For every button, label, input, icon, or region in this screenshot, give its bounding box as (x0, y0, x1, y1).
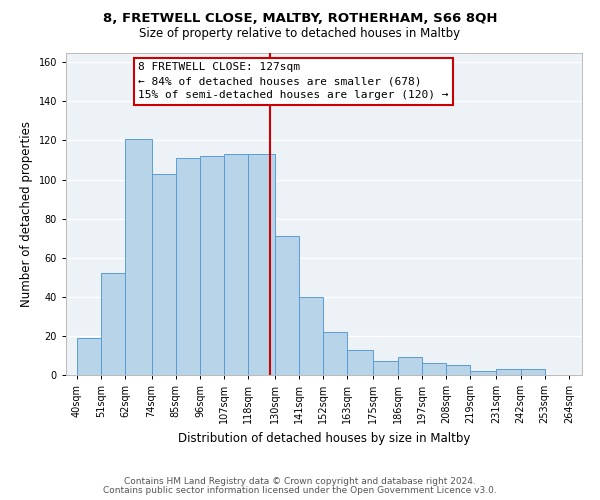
Text: Contains public sector information licensed under the Open Government Licence v3: Contains public sector information licen… (103, 486, 497, 495)
X-axis label: Distribution of detached houses by size in Maltby: Distribution of detached houses by size … (178, 432, 470, 444)
Text: Size of property relative to detached houses in Maltby: Size of property relative to detached ho… (139, 28, 461, 40)
Bar (275, 236, 299, 375)
Bar (398, 358, 422, 375)
Text: 8, FRETWELL CLOSE, MALTBY, ROTHERHAM, S66 8QH: 8, FRETWELL CLOSE, MALTBY, ROTHERHAM, S6… (103, 12, 497, 26)
Bar (224, 154, 248, 375)
Bar (176, 158, 200, 375)
Text: Contains HM Land Registry data © Crown copyright and database right 2024.: Contains HM Land Registry data © Crown c… (124, 477, 476, 486)
Bar (323, 332, 347, 375)
Bar (446, 365, 470, 375)
Bar (422, 364, 446, 375)
Bar (496, 369, 521, 375)
Bar (373, 362, 398, 375)
Bar (299, 297, 323, 375)
Y-axis label: Number of detached properties: Number of detached properties (20, 120, 33, 306)
Bar (347, 350, 373, 375)
Bar (248, 154, 275, 375)
Bar (101, 274, 125, 375)
Text: 8 FRETWELL CLOSE: 127sqm
← 84% of detached houses are smaller (678)
15% of semi-: 8 FRETWELL CLOSE: 127sqm ← 84% of detach… (138, 62, 449, 100)
Bar (521, 369, 545, 375)
Bar (470, 371, 496, 375)
Bar (125, 138, 152, 375)
Bar (152, 174, 176, 375)
Bar (200, 156, 224, 375)
Bar (77, 338, 101, 375)
